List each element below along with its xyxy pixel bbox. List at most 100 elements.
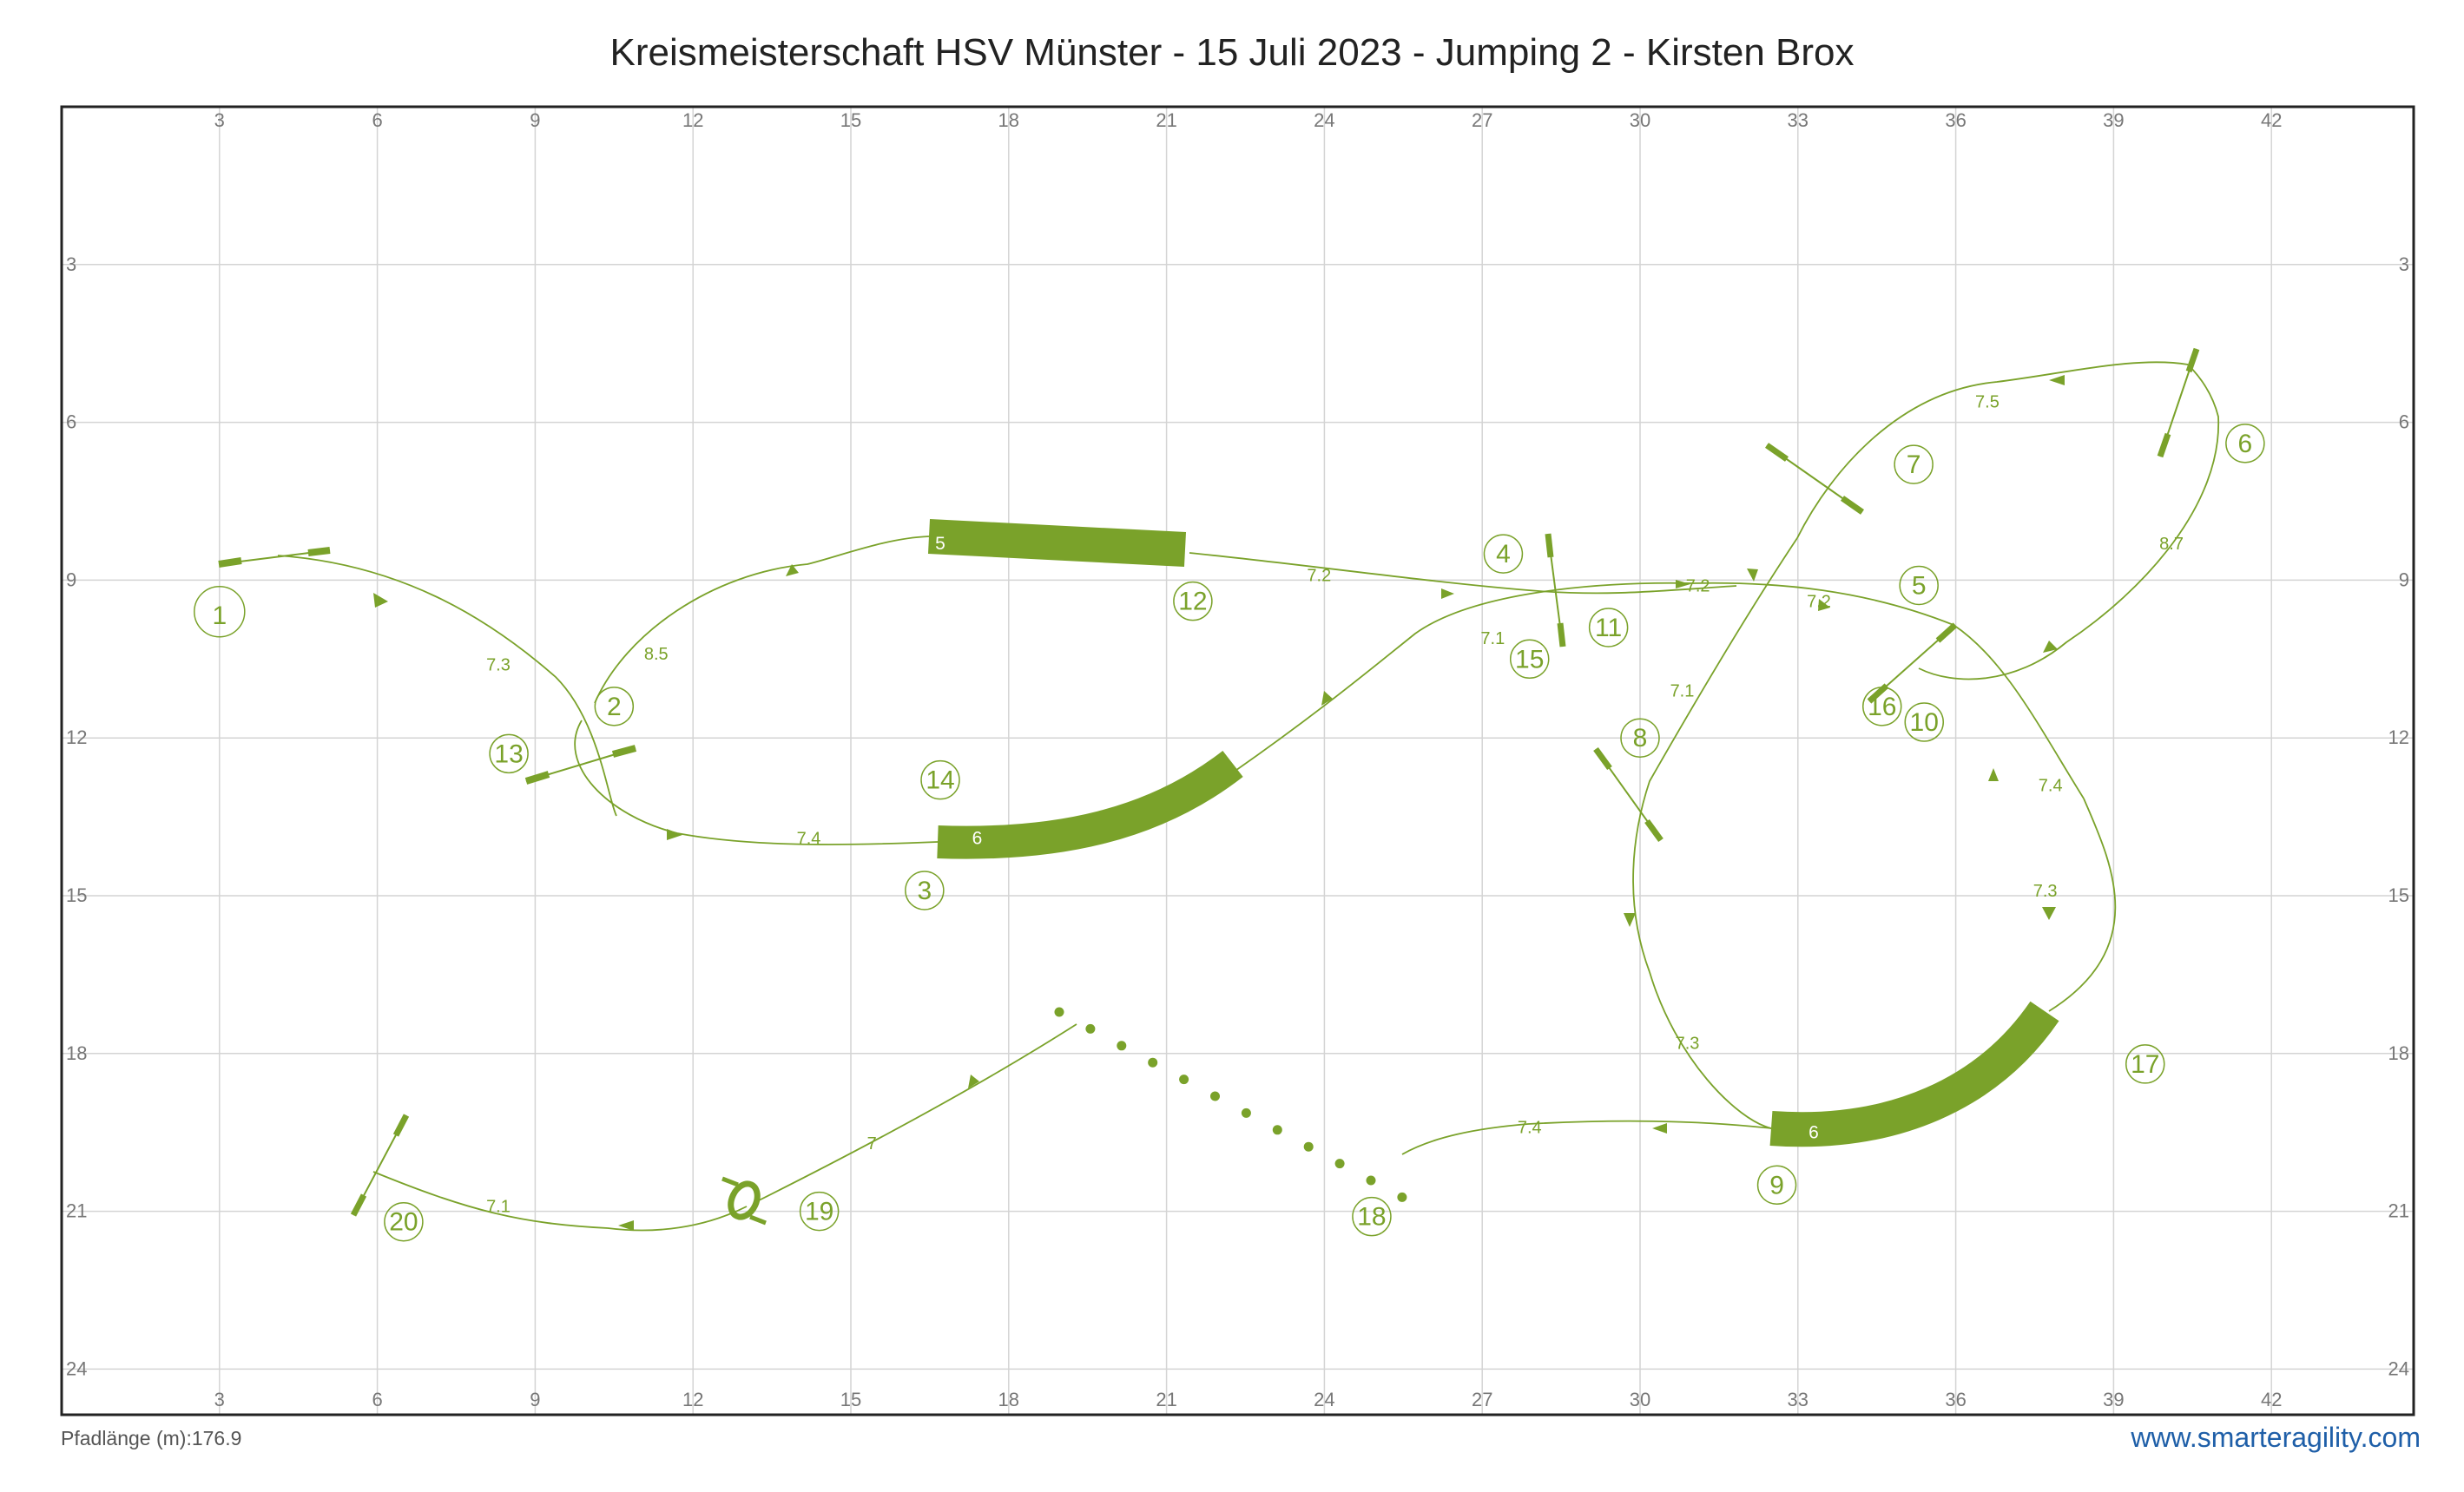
x-tick-label: 21 xyxy=(1156,109,1176,131)
arrow xyxy=(1624,913,1636,927)
path-segment-8-9 xyxy=(1649,971,1772,1129)
weave-pole xyxy=(1210,1091,1220,1101)
arrow xyxy=(2049,375,2065,385)
tunnel-label: 6 xyxy=(1808,1123,1819,1143)
obstacle-number-15: 15 xyxy=(1509,639,1550,680)
weave-pole xyxy=(1334,1159,1345,1169)
y-tick-label: 12 xyxy=(2388,726,2409,748)
weave-pole xyxy=(1272,1125,1282,1135)
x-tick-label: 18 xyxy=(998,109,1019,131)
path-segment-18-19 xyxy=(754,1023,1077,1203)
arrow xyxy=(618,1220,634,1231)
weave-pole xyxy=(1085,1023,1096,1034)
svg-text:18: 18 xyxy=(1357,1203,1386,1232)
tunnel-6-right xyxy=(1769,1001,2059,1147)
obstacle-number-13: 13 xyxy=(489,733,529,774)
arrow xyxy=(1747,569,1758,582)
y-tick-label: 6 xyxy=(66,411,76,433)
x-tick-label: 33 xyxy=(1788,109,1808,131)
svg-text:3: 3 xyxy=(917,877,932,905)
svg-text:16: 16 xyxy=(1868,693,1896,721)
y-tick-label: 21 xyxy=(66,1200,87,1222)
y-tick-label: 6 xyxy=(2399,411,2409,433)
arrow xyxy=(373,593,388,608)
svg-text:1: 1 xyxy=(212,601,227,630)
x-tick-label: 3 xyxy=(214,1389,225,1410)
course-title: Kreismeisterschaft HSV Münster - 15 Juli… xyxy=(609,31,1855,74)
tunnel-label: 5 xyxy=(935,534,945,554)
jump-6 xyxy=(2157,347,2200,458)
distance-label: 7.3 xyxy=(2033,882,2058,901)
arrow xyxy=(2042,907,2056,920)
tunnel-label: 6 xyxy=(972,828,983,848)
x-tick-label: 30 xyxy=(1630,109,1650,131)
path-segment-1-2 xyxy=(277,555,617,817)
weave-pole xyxy=(1148,1057,1158,1068)
x-tick-label: 33 xyxy=(1788,1389,1808,1410)
svg-text:5: 5 xyxy=(1912,571,1927,600)
weave-pole xyxy=(1054,1007,1064,1017)
distance-label: 7.5 xyxy=(1975,392,2000,411)
y-tick-label: 9 xyxy=(66,569,76,590)
svg-text:8: 8 xyxy=(1633,724,1648,753)
brand-link[interactable]: www.smarteragility.com xyxy=(2131,1422,2421,1453)
jump-7 xyxy=(1765,443,1864,515)
arrow xyxy=(1676,580,1690,588)
obstacle-number-2: 2 xyxy=(594,687,635,726)
svg-text:4: 4 xyxy=(1496,540,1511,569)
arrow xyxy=(667,829,682,840)
x-tick-label: 9 xyxy=(530,1389,540,1410)
arrow xyxy=(1441,588,1454,599)
weave-pole xyxy=(1366,1175,1376,1186)
y-tick-label: 9 xyxy=(2399,569,2409,590)
svg-text:6: 6 xyxy=(2238,430,2253,458)
x-tick-label: 21 xyxy=(1156,1389,1176,1410)
distance-label: 7 xyxy=(867,1134,877,1154)
arrow xyxy=(1988,768,1999,781)
y-tick-label: 3 xyxy=(66,253,76,275)
svg-text:7: 7 xyxy=(1907,450,1921,479)
x-tick-label: 12 xyxy=(682,1389,703,1410)
distance-label: 7.2 xyxy=(1307,566,1331,585)
tunnel-5 xyxy=(927,519,1187,567)
path-segment-4-5 xyxy=(1692,582,2085,799)
direction-arrows xyxy=(373,375,2065,1231)
y-tick-label: 12 xyxy=(66,726,87,748)
path-segment-7-8 xyxy=(1632,537,1798,973)
y-tick-label: 18 xyxy=(66,1042,87,1064)
y-tick-label: 15 xyxy=(66,884,87,906)
svg-text:10: 10 xyxy=(1910,708,1939,737)
jumps xyxy=(218,347,2200,1217)
x-tick-label: 39 xyxy=(2103,1389,2124,1410)
y-tick-label: 24 xyxy=(2388,1357,2409,1379)
obstacle-number-1: 1 xyxy=(194,586,246,638)
obstacle-number-19: 19 xyxy=(799,1191,840,1232)
distance-label: 7.4 xyxy=(1518,1119,1542,1138)
arena-frame xyxy=(60,105,2415,1416)
path-segment-3-4 xyxy=(1232,582,1694,773)
x-tick-label: 24 xyxy=(1314,1389,1334,1410)
path-segment-5-6 xyxy=(2048,798,2117,1012)
arrow xyxy=(1321,691,1333,706)
distance-labels: 7.3 8.5 7.4 7.2 7.1 7.2 7.2 7.5 8.7 7.1 7.4 7.3 7.3 7… xyxy=(486,392,2184,1216)
path-segment-9-10 xyxy=(1401,1120,1772,1155)
distance-label: 8.7 xyxy=(2159,535,2184,554)
x-tick-label: 30 xyxy=(1630,1389,1650,1410)
obstacle-number-9: 9 xyxy=(1756,1165,1797,1206)
obstacle-number-6: 6 xyxy=(2225,424,2265,463)
obstacle-number-8: 8 xyxy=(1620,718,1660,758)
path-segment-10-11 xyxy=(1918,364,2219,680)
svg-text:14: 14 xyxy=(926,766,954,795)
obstacle-number-20: 20 xyxy=(384,1201,424,1242)
weave-pole xyxy=(1241,1107,1251,1118)
arrow xyxy=(786,564,799,576)
distance-label: 7.1 xyxy=(1670,682,1695,701)
arrow xyxy=(1652,1123,1667,1134)
weave-poles-18 xyxy=(1054,1007,1407,1202)
distance-label: 7.4 xyxy=(797,829,821,848)
x-tick-label: 12 xyxy=(682,109,703,131)
svg-text:19: 19 xyxy=(805,1198,833,1226)
x-tick-label: 36 xyxy=(1945,109,1966,131)
x-tick-label: 3 xyxy=(214,109,225,131)
